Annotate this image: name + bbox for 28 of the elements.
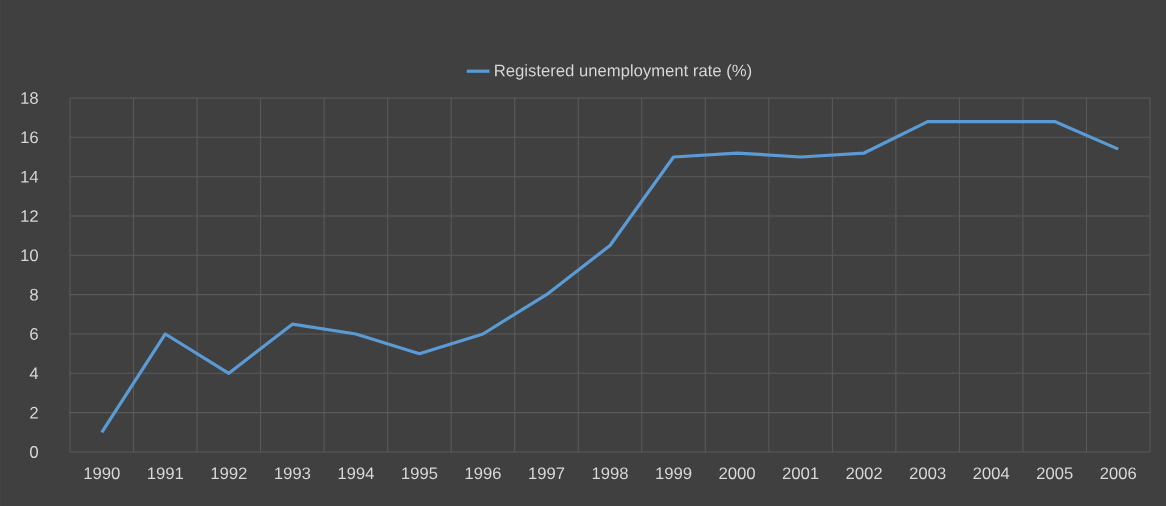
y-tick-label: 18 (21, 92, 38, 104)
x-tick-label: 1999 (656, 467, 692, 480)
legend-label: Registered unemployment rate (%) (495, 64, 752, 80)
x-tick-label: 2003 (909, 467, 946, 480)
x-tick-label: 1993 (275, 467, 311, 480)
x-tick-label: 1990 (84, 467, 120, 480)
x-tick-label: 1994 (338, 467, 374, 480)
x-tick-label: 1998 (592, 467, 628, 480)
y-tick-label: 6 (30, 328, 38, 340)
x-tick-label: 1995 (402, 467, 438, 480)
x-tick-label: 2002 (846, 467, 882, 480)
x-tick-label: 2000 (719, 467, 755, 480)
x-tick-label: 1996 (465, 467, 501, 480)
y-tick-label: 8 (30, 288, 38, 301)
y-tick-label: 4 (29, 367, 39, 380)
x-tick-label: 1997 (529, 467, 565, 480)
x-tick-label: 1992 (211, 467, 247, 480)
y-tick-label: 12 (21, 210, 38, 222)
y-tick-label: 10 (21, 249, 38, 262)
x-tick-label: 2006 (1100, 467, 1137, 480)
x-tick-label: 2005 (1037, 467, 1073, 480)
y-tick-label: 0 (30, 446, 38, 458)
x-tick-label: 2004 (973, 467, 1010, 480)
y-tick-label: 14 (21, 170, 39, 183)
y-tick-label: 16 (21, 131, 38, 144)
x-tick-label: 1991 (148, 467, 184, 480)
y-tick-label: 2 (30, 406, 38, 419)
x-tick-label: 2001 (782, 467, 819, 480)
